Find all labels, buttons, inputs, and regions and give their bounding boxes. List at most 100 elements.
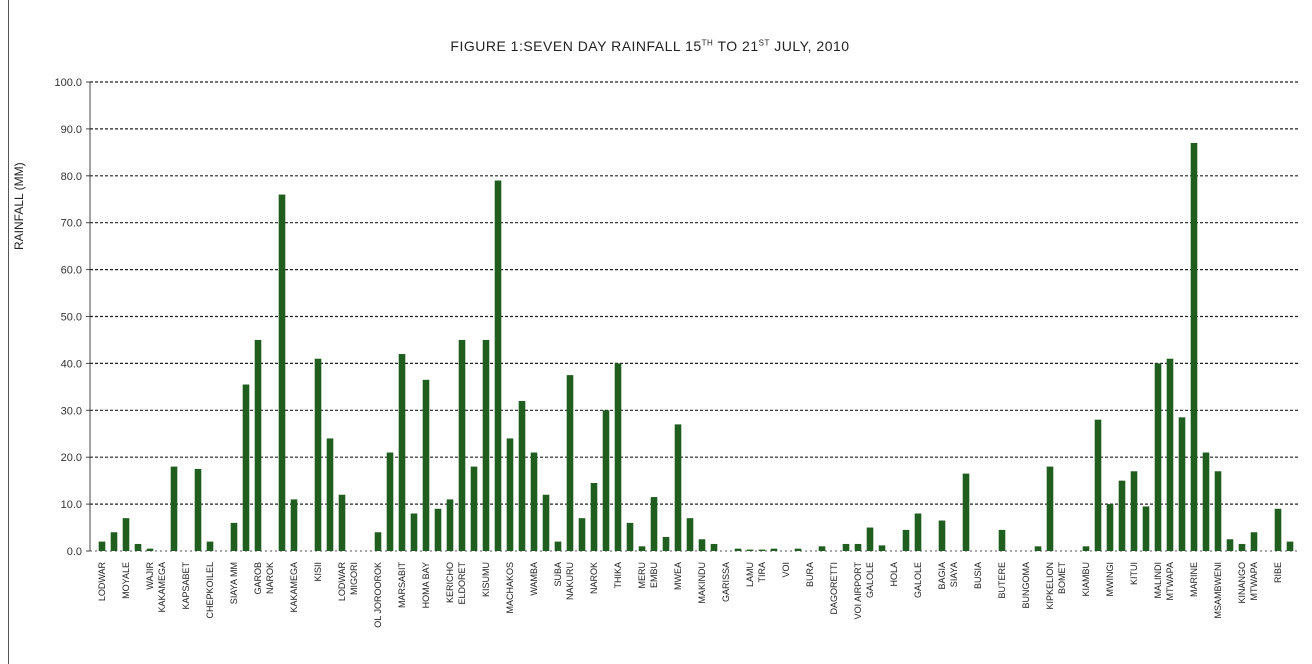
bar (1214, 471, 1222, 551)
xtick-label: KISUMU (481, 562, 491, 597)
bar (206, 541, 214, 551)
bar (746, 549, 754, 551)
bar (518, 400, 526, 551)
bar (602, 410, 610, 551)
xtick-label: KITUI (1129, 562, 1139, 585)
xtick-label: THIKA (613, 562, 623, 589)
bar (1250, 532, 1258, 551)
xtick-label: GAROB (253, 562, 263, 595)
bar (878, 545, 886, 551)
bar (386, 452, 394, 551)
bar (122, 518, 130, 551)
bar (446, 499, 454, 551)
xtick-label: BOMET (1057, 562, 1067, 595)
xtick-label: KAKAMEGA (289, 562, 299, 613)
bar (482, 339, 490, 551)
xtick-label: BUSIA (973, 562, 983, 589)
bar (290, 499, 298, 551)
bar (590, 482, 598, 551)
xtick-label: MWINGI (1105, 562, 1115, 597)
title-end: JULY, 2010 (769, 38, 850, 54)
bar (734, 548, 742, 551)
bar (410, 513, 418, 551)
xtick-label: BAGIA (937, 562, 947, 590)
xtick-label: MWEA (673, 562, 683, 590)
bar (194, 468, 202, 551)
bar (710, 543, 718, 551)
bar (1190, 142, 1198, 551)
xtick-label: NAROK (265, 562, 275, 594)
xtick-label: MIGORI (349, 562, 359, 595)
bar (110, 532, 118, 551)
bar (914, 513, 922, 551)
xtick-label: HOLA (889, 562, 899, 587)
xtick-label: GALOLE (865, 562, 875, 598)
bar (254, 339, 262, 551)
xtick-label: KAKAMEGA (157, 562, 167, 613)
ytick-label: 60.0 (61, 265, 82, 277)
xtick-label: KIAMBU (1081, 562, 1091, 597)
xtick-label: NAKURU (565, 562, 575, 600)
bar (434, 508, 442, 551)
bar (470, 466, 478, 551)
bar (1178, 417, 1186, 551)
xtick-label: SIAYA MM (229, 562, 239, 604)
xtick-label: LODWAR (97, 562, 107, 602)
xtick-label: MACHAKOS (505, 562, 515, 614)
bar (638, 546, 646, 551)
xtick-label: LAMU (745, 562, 755, 587)
xtick-label: MTWAPA (1249, 562, 1259, 601)
xtick-label: GALOLE (913, 562, 923, 598)
xtick-label: CHEPKOILEL (205, 562, 215, 619)
bar (1238, 543, 1246, 551)
xtick-label: VOI (781, 562, 791, 578)
xtick-label: MERU (637, 562, 647, 589)
bar (134, 543, 142, 551)
ytick-label: 0.0 (67, 546, 82, 558)
bar (230, 522, 238, 551)
bar (1046, 466, 1054, 551)
bar (398, 354, 406, 551)
xtick-label: KAPSABET (181, 562, 191, 610)
bar (314, 358, 322, 551)
bar (614, 363, 622, 551)
xtick-label: MARSABIT (397, 562, 407, 609)
xtick-label: BUNGOMA (1021, 562, 1031, 609)
bar (1106, 504, 1114, 551)
bar (998, 529, 1006, 551)
bar (554, 541, 562, 551)
bar (146, 548, 154, 551)
bar (1286, 541, 1294, 551)
bar (794, 548, 802, 551)
xtick-label: MAKINDU (697, 562, 707, 604)
ytick-label: 50.0 (61, 312, 82, 324)
bar (1034, 546, 1042, 551)
bar (938, 520, 946, 551)
bar (662, 536, 670, 551)
xtick-label: TIRA (757, 562, 767, 583)
xtick-label: MARINE (1189, 562, 1199, 597)
bar (1154, 363, 1162, 551)
xtick-label: KERICHO (445, 562, 455, 603)
xtick-label: NAROK (589, 562, 599, 594)
xtick-label: MALINDI (1153, 562, 1163, 599)
ytick-label: 80.0 (61, 171, 82, 183)
bar (326, 438, 334, 551)
xtick-label: OL JOROOROK (373, 562, 383, 628)
xtick-label: KINANGO (1237, 562, 1247, 604)
bar (338, 494, 346, 551)
bar (422, 379, 430, 551)
bar (818, 546, 826, 551)
bar (1094, 419, 1102, 551)
xtick-label: DAGORETTI (829, 562, 839, 615)
ytick-label: 90.0 (61, 124, 82, 136)
xtick-label: HOMA BAY (421, 562, 431, 608)
bar (1202, 452, 1210, 551)
bar (758, 549, 766, 551)
bar (1226, 539, 1234, 551)
ytick-label: 100.0 (54, 77, 82, 89)
bar (686, 518, 694, 551)
xtick-label: LODWAR (337, 562, 347, 602)
bar (902, 529, 910, 551)
